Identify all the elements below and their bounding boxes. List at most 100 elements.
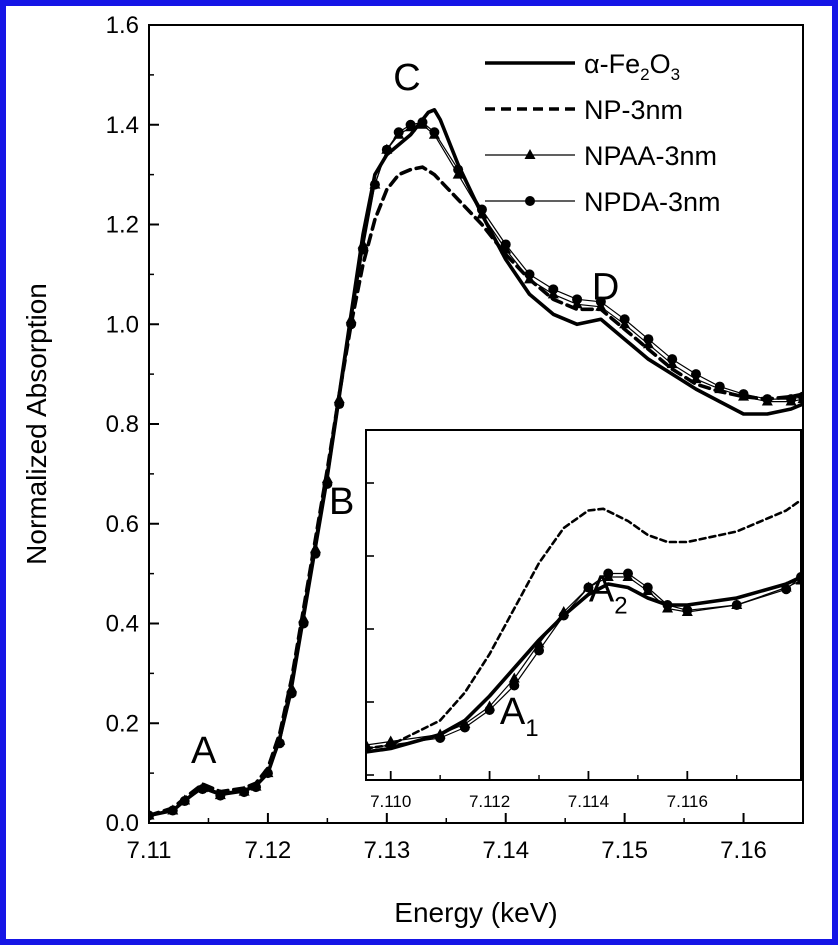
main-marker-circle <box>179 796 190 807</box>
main-marker-circle <box>334 399 345 410</box>
inset-marker-circle <box>796 572 801 582</box>
y-tick-label: 0.4 <box>106 611 139 638</box>
main-marker-circle <box>690 369 701 380</box>
annotation-letter: A <box>589 569 615 611</box>
inset-marker-triangle <box>508 672 520 683</box>
x-tick-label: 7.16 <box>720 837 767 864</box>
main-axis-ticks: 0.0 0.2 0.4 0.6 0.8 1.0 1.2 1.4 1.6 7.11 7.12 7.13 7… <box>106 12 804 864</box>
inset-series-line-1 <box>366 575 801 754</box>
inset-x-tick-label: 7.116 <box>667 792 708 811</box>
inset-marker-circle <box>603 568 614 579</box>
main-marker-circle <box>453 164 464 175</box>
inset-plot-frame <box>365 429 802 781</box>
inset-x-tick-label: 7.110 <box>370 792 411 811</box>
inset-marker-circle <box>484 705 495 715</box>
y-tick-label: 0.6 <box>106 511 139 538</box>
inset-marker-circle <box>583 582 594 593</box>
inset-marker-circle <box>642 582 653 593</box>
main-marker-circle <box>738 389 749 400</box>
y-tick-label: 1.4 <box>106 112 139 139</box>
main-marker-circle <box>405 119 416 130</box>
y-tick-label: 1.6 <box>106 12 139 39</box>
inset-marker-circle <box>534 645 545 656</box>
main-marker-circle <box>286 688 297 699</box>
main-marker-circle <box>381 144 392 155</box>
inset-marker-circle <box>459 722 470 733</box>
inset-marker-circle <box>366 743 371 754</box>
inset-marker-circle <box>435 733 446 743</box>
legend-label-3: NPAA-3nm <box>584 141 717 171</box>
annotation-b: B <box>329 481 354 523</box>
inset-marker-circle <box>558 610 569 621</box>
legend-label-4: NPDA-3nm <box>584 187 721 217</box>
main-marker-circle <box>310 548 321 559</box>
main-marker-circle <box>167 805 178 816</box>
main-marker-circle <box>215 790 226 801</box>
legend: α-Fe2O3 NP-3nm NPAA-3nm NPDA-3nm <box>485 49 721 217</box>
inset-x-tick-label: 7.112 <box>469 792 510 811</box>
y-axis-title: Normalized Absorption <box>21 283 52 565</box>
inset-marker-circle <box>662 600 673 610</box>
main-marker-circle <box>322 478 333 489</box>
main-marker-circle <box>358 244 369 255</box>
main-marker-circle <box>262 768 273 779</box>
y-tick-label: 0.2 <box>106 710 139 737</box>
main-marker-circle <box>595 296 606 307</box>
main-marker-circle <box>524 269 535 280</box>
main-marker-circle <box>197 784 208 795</box>
main-marker-circle <box>417 117 428 128</box>
main-marker-circle <box>239 787 250 798</box>
inset-axis-ticks: 7.110 7.112 7.114 7.116 <box>366 482 738 811</box>
main-marker-circle <box>798 391 803 402</box>
main-marker-circle <box>149 810 154 821</box>
main-marker-circle <box>548 284 559 295</box>
annotation-letter: A <box>500 691 526 733</box>
inset-x-tick-label: 7.114 <box>568 792 609 811</box>
main-series-group <box>149 108 803 821</box>
legend-label-part: 2 <box>640 65 649 84</box>
main-marker-circle <box>762 394 773 405</box>
inset-series-line-2 <box>366 498 801 750</box>
x-axis-title: Energy (keV) <box>394 897 557 928</box>
annotation-subscript: 1 <box>525 715 538 742</box>
legend-label-part: O <box>650 49 671 79</box>
x-tick-label: 7.11 <box>127 837 172 864</box>
main-marker-circle <box>298 618 309 629</box>
legend-marker-triangle <box>524 149 536 159</box>
main-marker-circle <box>476 204 487 215</box>
main-marker-circle <box>369 179 380 190</box>
inset-marker-circle <box>509 680 520 691</box>
legend-label-2: NP-3nm <box>584 95 683 125</box>
inset-series-group <box>366 498 801 754</box>
main-marker-circle <box>714 381 725 392</box>
annotation-d: D <box>592 266 619 308</box>
main-marker-circle <box>346 319 357 330</box>
annotation-c: C <box>393 57 420 99</box>
legend-label-part: 3 <box>671 65 680 84</box>
main-marker-circle <box>500 239 511 250</box>
x-tick-label: 7.14 <box>482 837 529 864</box>
annotation-a1: A1 <box>500 691 539 742</box>
y-tick-label: 0.8 <box>106 411 139 438</box>
inset-marker-circle <box>731 600 742 610</box>
annotation-a2: A2 <box>589 569 628 620</box>
main-marker-circle <box>643 334 654 345</box>
main-marker-circle <box>429 127 440 138</box>
inset-marker-triangle <box>533 637 545 648</box>
main-marker-circle <box>786 394 797 405</box>
y-tick-label: 0.0 <box>106 810 139 837</box>
main-marker-circle <box>667 354 678 365</box>
legend-marker-circle <box>525 196 535 206</box>
x-tick-label: 7.12 <box>245 837 292 864</box>
inset-background <box>366 430 801 780</box>
inset-marker-circle <box>385 740 396 750</box>
x-tick-label: 7.13 <box>363 837 410 864</box>
y-tick-label: 1.2 <box>106 212 139 239</box>
main-annotations: A B C D <box>191 57 619 772</box>
inset-marker-circle <box>781 584 792 595</box>
main-plot-area: 0.0 0.2 0.4 0.6 0.8 1.0 1.2 1.4 1.6 7.11 7.12 7.13 7… <box>21 12 804 928</box>
y-tick-label: 1.0 <box>106 311 139 338</box>
